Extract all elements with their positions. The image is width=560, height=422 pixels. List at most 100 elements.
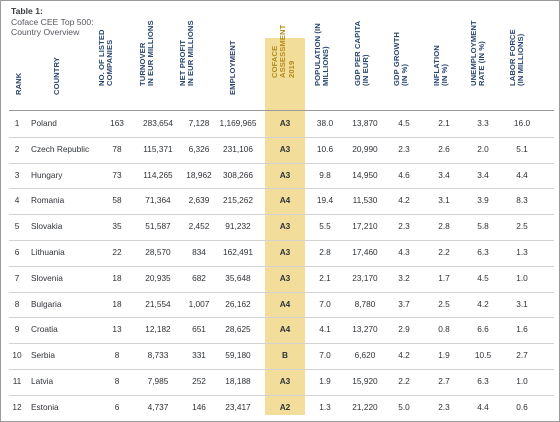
cell-population: 7.0	[319, 298, 331, 309]
cell-listed: 58	[112, 195, 122, 206]
table-row: 2 Czech Republic 78 115,371 6,326 231,106 10.6…	[9, 137, 554, 164]
cell-rank: 11	[12, 376, 22, 386]
header-labor-force: LABOR FORCE (IN MILLIONS)	[508, 29, 525, 103]
header-listed-label: NO. OF LISTED COMPANIES	[97, 29, 115, 87]
header-profit-label: NET PROFIT IN EUR MILLIONS	[178, 20, 196, 87]
header-unemployment-label: UNEMPLOYMENT RATE (IN %)	[469, 20, 487, 87]
cell-profit: 252	[192, 376, 206, 386]
cell-gdp-pc: 11,530	[352, 195, 378, 206]
cell-labor: 0.6	[516, 401, 528, 412]
cell-rank: 5	[14, 221, 20, 232]
cell-country: Slovenia	[31, 272, 63, 283]
header-gdp-per-capita-label: GDP PER CAPITA (IN EUR)	[353, 20, 371, 87]
table-row: 8 Bulgaria 18 21,554 1,007 26,162 7.0 8,780 3.7 2…	[9, 292, 554, 319]
cell-unemployment: 6.3	[477, 247, 489, 257]
cell-inflation: 2.3	[438, 401, 450, 412]
assessment-badge: A2	[279, 401, 291, 412]
cell-listed: 8	[114, 376, 120, 386]
cell-listed: 22	[112, 247, 122, 257]
cell-listed: 18	[112, 272, 122, 283]
cell-gdp-pc: 20,990	[352, 143, 378, 154]
cell-inflation: 3.1	[438, 195, 450, 206]
cell-inflation: 2.8	[438, 221, 450, 232]
cell-unemployment: 3.9	[477, 195, 489, 206]
cell-turnover: 283,654	[143, 118, 173, 128]
cell-gdp-growth: 2.3	[398, 143, 410, 154]
cell-inflation: 2.2	[438, 247, 450, 257]
cell-country: Romania	[31, 195, 65, 206]
cell-gdp-growth: 2.3	[398, 221, 410, 232]
header-population: POPULATION (IN MILLIONS)	[313, 23, 330, 103]
cell-inflation: 2.1	[438, 118, 450, 128]
cell-employment: 26,162	[225, 298, 251, 309]
cell-employment: 215,262	[223, 195, 253, 206]
cell-unemployment: 4.4	[477, 401, 489, 412]
cell-listed: 6	[114, 401, 120, 412]
cell-rank: 10	[12, 350, 22, 361]
cell-gdp-growth: 5.0	[398, 401, 410, 412]
assessment-badge: A3	[279, 221, 291, 232]
cell-employment: 18,188	[225, 376, 251, 386]
cell-gdp-pc: 13,870	[352, 118, 378, 128]
assessment-badge: A3	[279, 169, 291, 180]
cell-labor: 5.1	[516, 143, 528, 154]
cell-profit: 18,962	[186, 169, 212, 180]
cell-population: 9.8	[319, 169, 331, 180]
cell-gdp-growth: 4.3	[398, 247, 410, 257]
cell-turnover: 115,371	[143, 143, 173, 154]
cell-country: Latvia	[31, 376, 54, 386]
cell-rank: 1	[14, 118, 20, 128]
cell-turnover: 12,182	[145, 324, 171, 335]
cell-inflation: 2.7	[438, 376, 450, 386]
table-caption-line3: Country Overview	[11, 27, 80, 38]
cell-unemployment: 4.5	[477, 272, 489, 283]
header-gdp-growth: GDP GROWTH (IN %)	[392, 32, 409, 103]
table-row: 9 Croatia 13 12,182 651 28,625 4.1 13,270 2.9 0.8…	[9, 317, 554, 345]
cell-listed: 163	[110, 118, 124, 128]
assessment-badge: A3	[279, 376, 291, 386]
cell-gdp-pc: 17,460	[352, 247, 378, 257]
cell-population: 2.8	[319, 247, 331, 257]
cell-turnover: 7,985	[147, 376, 169, 386]
cell-employment: 35,648	[225, 272, 251, 283]
table-row: 3 Hungary 73 114,265 18,962 308,266 9.8 14,950 4…	[9, 163, 554, 190]
cell-gdp-pc: 23,170	[352, 272, 378, 283]
header-gdp-per-capita: GDP PER CAPITA (IN EUR)	[353, 21, 370, 103]
cell-labor: 3.1	[516, 298, 528, 309]
cell-country: Hungary	[31, 169, 63, 180]
header-country: COUNTRY	[52, 37, 67, 103]
table-row: 6 Lithuania 22 28,570 834 162,491 2.8 17,460 4.3…	[9, 240, 554, 267]
header-profit: NET PROFIT IN EUR MILLIONS	[178, 21, 195, 103]
header-employment: EMPLOYMENT	[228, 37, 243, 103]
cell-listed: 73	[112, 169, 122, 180]
cell-gdp-growth: 3.2	[398, 272, 410, 283]
cell-listed: 8	[114, 350, 120, 361]
header-assessment-label: COFACE ASSESSMENT 2019	[270, 24, 296, 78]
cell-country: Estonia	[31, 401, 59, 412]
cell-country: Bulgaria	[31, 298, 62, 309]
header-unemployment: UNEMPLOYMENT RATE (IN %)	[469, 20, 486, 103]
cell-gdp-pc: 14,950	[352, 169, 378, 180]
cell-turnover: 20,935	[145, 272, 171, 283]
cell-country: Czech Republic	[31, 143, 90, 154]
cell-gdp-growth: 2.2	[398, 376, 410, 386]
cell-employment: 28,625	[225, 324, 251, 335]
cell-labor: 1.0	[516, 376, 528, 386]
cell-rank: 3	[14, 169, 20, 180]
cell-unemployment: 6.3	[477, 376, 489, 386]
cell-rank: 4	[14, 195, 20, 206]
cell-employment: 162,491	[223, 247, 253, 257]
header-turnover-label: TURNOVER IN EUR MILLIONS	[138, 20, 156, 87]
cell-employment: 91,232	[225, 221, 251, 232]
assessment-badge: B	[282, 350, 288, 361]
cell-inflation: 2.6	[438, 143, 450, 154]
cell-inflation: 1.9	[438, 350, 450, 361]
cell-population: 4.1	[319, 324, 331, 335]
cell-rank: 6	[14, 247, 20, 257]
cell-profit: 2,639	[188, 195, 210, 206]
cell-gdp-pc: 17,210	[352, 221, 378, 232]
cell-gdp-pc: 8,780	[354, 298, 376, 309]
cell-unemployment: 2.0	[477, 143, 489, 154]
header-employment-label: EMPLOYMENT	[228, 40, 237, 95]
